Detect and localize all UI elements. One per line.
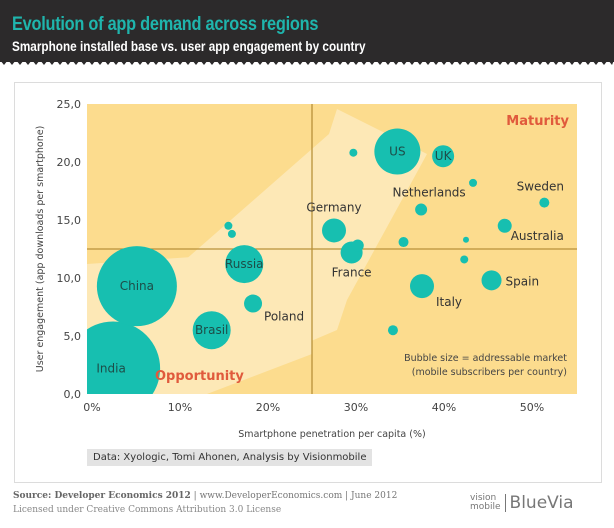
bubble-italy (410, 274, 434, 299)
bubble-size-note-line: (mobile subscribers per country) (412, 367, 567, 378)
x-tick-label: 50% (520, 401, 544, 414)
x-tick-label: 10% (168, 401, 192, 414)
bubble-unlabeled-13 (469, 178, 478, 187)
bubble-australia (497, 218, 512, 233)
bubble-label-russia: Russia (225, 257, 264, 271)
bubble-us (374, 128, 421, 175)
bubble-sweden (539, 197, 550, 208)
bubble-uk (432, 145, 455, 168)
bubble-unlabeled-22 (387, 325, 398, 336)
bubble-spain (481, 270, 502, 291)
bubble-label-india: India (96, 361, 125, 375)
bubble-germany (322, 218, 346, 243)
bubble-china (96, 246, 177, 327)
visionmobile-logo: vision mobile (470, 494, 501, 512)
visionmobile-bluevia-logo: vision mobile BlueVia (470, 489, 574, 517)
bubble-unlabeled-17 (398, 237, 409, 248)
bubble-unlabeled-5 (224, 221, 233, 230)
y-tick-label: 15,0 (57, 214, 82, 227)
logo-vision-text: vision (470, 493, 497, 503)
y-tick-label: 20,0 (57, 156, 82, 169)
bubble-brasil (192, 311, 231, 350)
bubble-label-spain: Spain (506, 274, 540, 288)
x-tick-label: 30% (344, 401, 368, 414)
y-tick-label: 5,0 (64, 330, 82, 343)
bubble-poland (244, 294, 263, 313)
bubble-label-netherlands: Netherlands (393, 186, 466, 200)
bubble-label-uk: UK (435, 149, 453, 163)
bubble-netherlands (415, 203, 428, 216)
zigzag-divider (0, 60, 614, 65)
x-axis-label: Smartphone penetration per capita (%) (238, 429, 425, 440)
bubble-label-brasil: Brasil (195, 323, 228, 337)
bubble-chart: India China Brasil Russia Poland Germany Franc… (35, 98, 577, 440)
x-tick-label: 20% (256, 401, 280, 414)
y-tick-label: 25,0 (57, 98, 82, 111)
bubble-unlabeled-10 (349, 148, 358, 157)
bubble-label-sweden: Sweden (517, 180, 564, 194)
chart-subtitle: Smarphone installed base vs. user app en… (12, 38, 366, 54)
bubble-unlabeled-19 (460, 255, 469, 264)
bubble-label-poland: Poland (264, 310, 304, 324)
bluevia-logo: BlueVia (509, 493, 574, 513)
chart-card: India China Brasil Russia Poland Germany Franc… (14, 82, 602, 483)
bubble-label-us: US (389, 145, 405, 159)
bubble-size-note-line: Bubble size = addressable market (404, 353, 567, 364)
logo-separator (504, 494, 506, 512)
footer-source-rest: | www.DeveloperEconomics.com | June 2012 (190, 491, 398, 501)
y-tick-label: 0,0 (64, 388, 82, 401)
bubble-label-china: China (120, 279, 154, 293)
footer-source: Source: Developer Economics 2012 | www.D… (13, 491, 397, 501)
header-banner: Evolution of app demand across regions S… (0, 0, 614, 62)
quadrant-label-opportunity: Opportunity (155, 369, 244, 384)
bubble-label-france: France (332, 265, 372, 279)
bubble-label-australia: Australia (511, 229, 564, 243)
logo-mobile-text: mobile (470, 502, 501, 512)
y-axis-label: User engagement (app downloads per smart… (35, 126, 46, 373)
bubble-russia (225, 245, 264, 284)
bubble-label-italy: Italy (436, 295, 462, 309)
data-source-note: Data: Xyologic, Tomi Ahonen, Analysis by… (87, 449, 373, 466)
footer-license: Licensed under Creative Commons Attribut… (13, 505, 282, 515)
bubble-india (87, 321, 161, 394)
bubble-unlabeled-6 (227, 229, 236, 238)
x-tick-label: 40% (432, 401, 456, 414)
chart-title: Evolution of app demand across regions (12, 14, 319, 35)
bubble-unlabeled-18 (463, 236, 469, 243)
bubble-unlabeled-9 (351, 239, 364, 252)
quadrant-label-maturity: Maturity (506, 114, 569, 129)
bubble-label-germany: Germany (306, 200, 361, 214)
x-tick-label: 0% (83, 401, 100, 414)
footer-source-bold: Source: Developer Economics 2012 (13, 491, 191, 501)
y-tick-label: 10,0 (57, 272, 82, 285)
